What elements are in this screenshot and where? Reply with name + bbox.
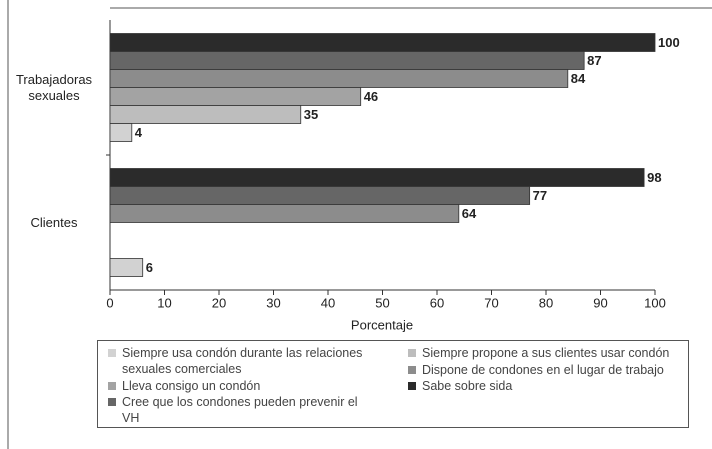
bar bbox=[109, 186, 531, 205]
data-label: 4 bbox=[135, 125, 143, 140]
data-label: 87 bbox=[587, 53, 601, 68]
x-tick-label: 80 bbox=[539, 295, 553, 310]
x-tick-label: 0 bbox=[106, 295, 113, 310]
legend-swatch bbox=[408, 382, 416, 390]
legend-swatch bbox=[408, 349, 416, 357]
category-label: Clientes bbox=[30, 214, 78, 230]
x-tick-label: 70 bbox=[484, 295, 498, 310]
data-label: 98 bbox=[647, 170, 661, 185]
bar bbox=[109, 69, 569, 88]
legend: Siempre usa condón durante las relacione… bbox=[97, 340, 689, 428]
data-label: 84 bbox=[571, 71, 586, 86]
legend-swatch bbox=[108, 349, 116, 357]
data-label: 100 bbox=[658, 35, 680, 50]
category-label: Trabajadoras sexuales bbox=[15, 71, 93, 103]
bar bbox=[109, 87, 362, 106]
data-label: 35 bbox=[304, 107, 318, 122]
data-label: 77 bbox=[533, 188, 547, 203]
bar bbox=[109, 258, 144, 277]
x-tick-label: 50 bbox=[375, 295, 389, 310]
legend-label: Cree que los condones pueden prevenir el… bbox=[122, 395, 358, 425]
data-label: 6 bbox=[146, 260, 153, 275]
legend-swatch bbox=[108, 382, 116, 390]
x-tick-label: 30 bbox=[266, 295, 280, 310]
bar bbox=[109, 105, 302, 124]
x-axis-label: Porcentaje bbox=[351, 317, 413, 332]
legend-label: Dispone de condones en el lugar de traba… bbox=[422, 363, 664, 377]
x-tick-label: 40 bbox=[321, 295, 335, 310]
data-label: 46 bbox=[364, 89, 378, 104]
x-tick-label: 60 bbox=[430, 295, 444, 310]
x-tick-label: 100 bbox=[644, 295, 666, 310]
bar bbox=[109, 51, 585, 70]
legend-label: Sabe sobre sida bbox=[422, 379, 513, 393]
x-tick-label: 10 bbox=[157, 295, 171, 310]
legend-swatch bbox=[408, 366, 416, 374]
legend-label: Siempre usa condón durante las relacione… bbox=[122, 346, 363, 376]
legend-swatch bbox=[108, 398, 116, 406]
bar bbox=[109, 123, 133, 142]
legend-label: Siempre propone a sus clientes usar cond… bbox=[422, 346, 670, 360]
bar bbox=[109, 33, 656, 52]
legend-label: Lleva consigo un condón bbox=[122, 379, 261, 393]
bar bbox=[109, 204, 460, 223]
data-label: 64 bbox=[462, 206, 477, 221]
x-tick-label: 20 bbox=[212, 295, 226, 310]
bar bbox=[109, 168, 645, 187]
x-tick-label: 90 bbox=[593, 295, 607, 310]
